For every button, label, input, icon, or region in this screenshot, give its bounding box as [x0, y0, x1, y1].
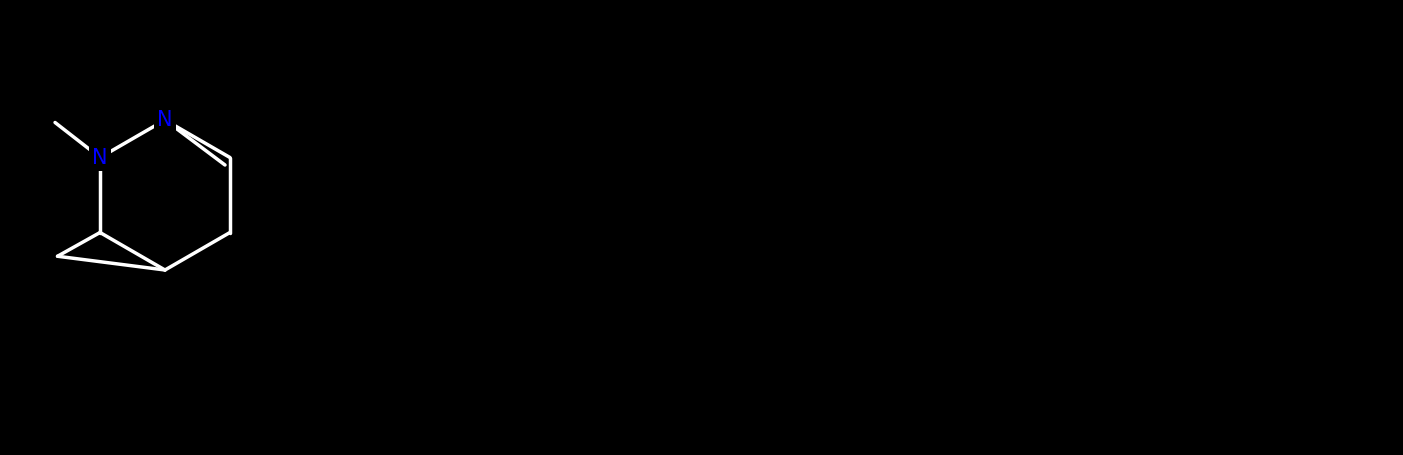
Text: N: N: [93, 147, 108, 167]
Text: N: N: [157, 110, 173, 130]
